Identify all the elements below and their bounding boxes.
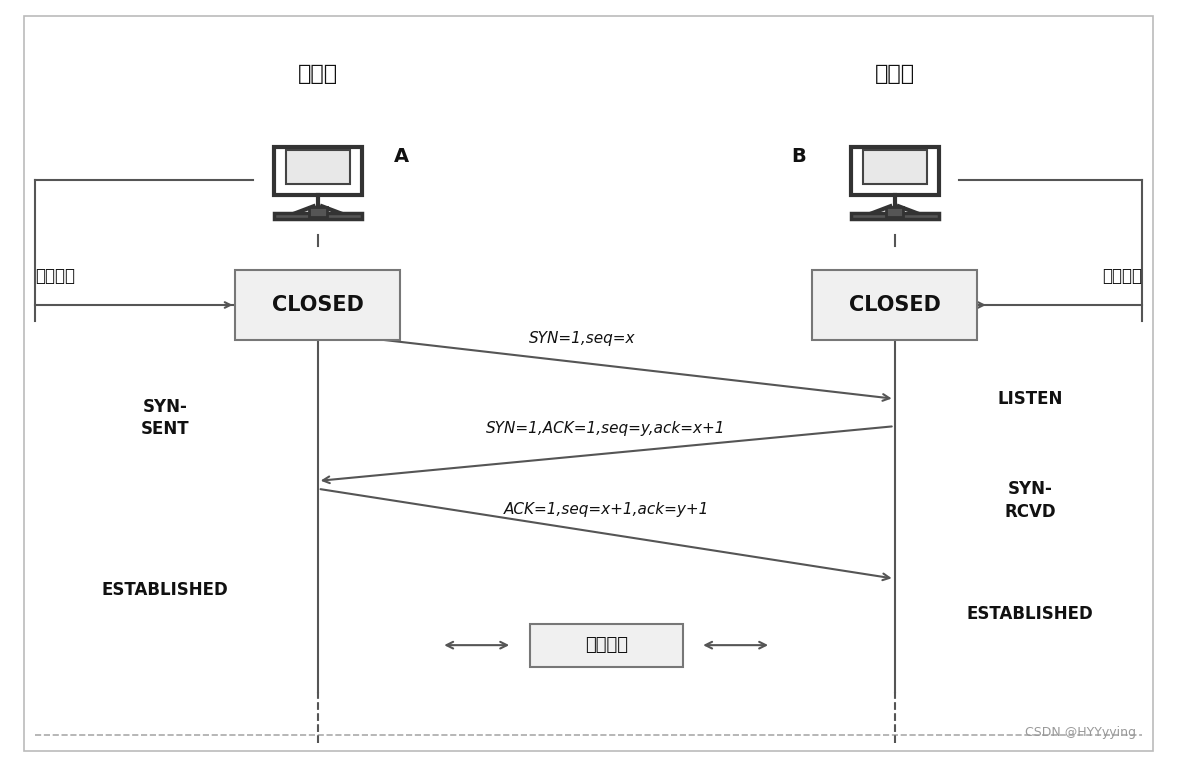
Bar bbox=[851, 147, 938, 195]
Text: CLOSED: CLOSED bbox=[272, 295, 364, 315]
Text: 被动打开: 被动打开 bbox=[1102, 267, 1142, 285]
Bar bbox=[274, 213, 361, 219]
Text: ESTABLISHED: ESTABLISHED bbox=[966, 604, 1093, 623]
Bar bbox=[310, 207, 326, 217]
Bar bbox=[235, 270, 400, 340]
Text: LISTEN: LISTEN bbox=[997, 389, 1063, 408]
Text: 主动打开: 主动打开 bbox=[35, 267, 75, 285]
Text: SYN-
RCVD: SYN- RCVD bbox=[1004, 480, 1056, 521]
Text: ACK=1,seq=x+1,ack=y+1: ACK=1,seq=x+1,ack=y+1 bbox=[504, 501, 709, 516]
Text: 服务端: 服务端 bbox=[875, 64, 915, 84]
Text: 客户端: 客户端 bbox=[298, 64, 338, 84]
Text: 数据传输: 数据传输 bbox=[585, 636, 627, 655]
Text: B: B bbox=[791, 147, 806, 166]
Bar bbox=[530, 624, 683, 666]
Bar bbox=[863, 149, 926, 185]
Bar bbox=[286, 149, 350, 185]
Text: CSDN @HYYyying: CSDN @HYYyying bbox=[1025, 726, 1136, 739]
Text: SYN=1,ACK=1,seq=y,ack=x+1: SYN=1,ACK=1,seq=y,ack=x+1 bbox=[486, 421, 726, 436]
Text: A: A bbox=[394, 147, 410, 166]
Text: SYN=1,seq=x: SYN=1,seq=x bbox=[530, 331, 636, 346]
Bar bbox=[851, 213, 938, 219]
Bar bbox=[886, 207, 903, 217]
Bar bbox=[812, 270, 977, 340]
Text: ESTABLISHED: ESTABLISHED bbox=[101, 581, 228, 600]
Bar bbox=[274, 147, 361, 195]
Text: CLOSED: CLOSED bbox=[849, 295, 940, 315]
Text: SYN-
SENT: SYN- SENT bbox=[140, 398, 189, 439]
